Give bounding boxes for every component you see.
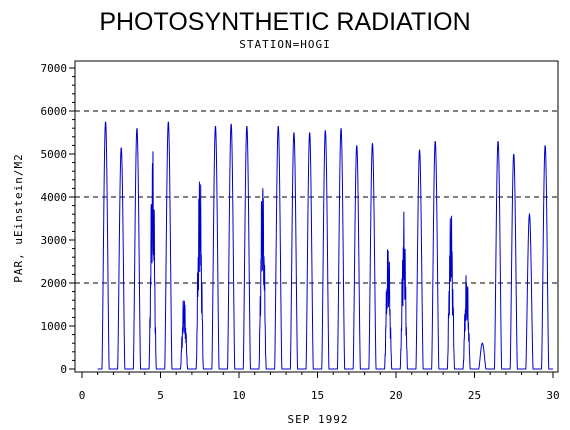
x-axis-label: SEP 1992 (288, 413, 349, 426)
x-axis-ticks: 0 5 10 15 20 25 30 (79, 372, 560, 402)
par-series-line (97, 121, 553, 370)
x-tick-label: 30 (546, 389, 559, 402)
reference-lines (75, 110, 558, 284)
x-tick-label: 15 (311, 389, 324, 402)
plot-frame (74, 60, 559, 373)
x-tick-label: 5 (157, 389, 164, 402)
x-tick-label: 10 (232, 389, 245, 402)
y-tick-label: 0 (60, 363, 67, 376)
y-tick-label: 4000 (41, 191, 68, 204)
chart-subtitle: STATION=HOGI (239, 38, 330, 51)
y-tick-label: 6000 (41, 105, 68, 118)
y-tick-label: 7000 (41, 62, 68, 75)
y-tick-label: 5000 (41, 148, 68, 161)
y-tick-label: 1000 (41, 320, 68, 333)
x-tick-label: 0 (79, 389, 86, 402)
y-tick-label: 3000 (41, 234, 68, 247)
y-tick-label: 2000 (41, 277, 68, 290)
x-tick-label: 25 (468, 389, 481, 402)
y-axis-ticks: 0 1000 2000 3000 4000 5000 6000 7000 (41, 62, 75, 376)
x-tick-label: 20 (389, 389, 402, 402)
y-axis-label: PAR, uEinstein/M2 (12, 153, 25, 283)
chart-title: PHOTOSYNTHETIC RADIATION (99, 8, 470, 36)
